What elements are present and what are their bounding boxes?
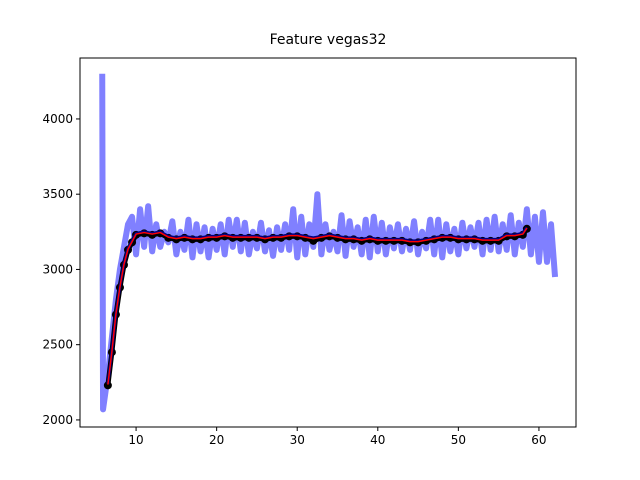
y-tick-label: 4000 [42, 112, 73, 126]
x-tick-label: 40 [370, 433, 385, 447]
x-tick-label: 20 [209, 433, 224, 447]
plot-area [99, 73, 559, 413]
series-line [106, 226, 529, 384]
y-tick-label: 3000 [42, 262, 73, 276]
series-line [105, 227, 529, 386]
x-tick-label: 60 [531, 433, 546, 447]
y-tick-label: 2000 [42, 413, 73, 427]
chart-title: Feature vegas32 [270, 32, 387, 48]
axes-frame [79, 57, 577, 428]
series-marker [103, 381, 112, 390]
x-tick-label: 10 [128, 433, 143, 447]
x-tick-label: 30 [290, 433, 305, 447]
y-tick-label: 3500 [42, 187, 73, 201]
series-line [107, 227, 528, 385]
x-tick-label: 50 [451, 433, 466, 447]
y-tick-label: 2500 [42, 338, 73, 352]
